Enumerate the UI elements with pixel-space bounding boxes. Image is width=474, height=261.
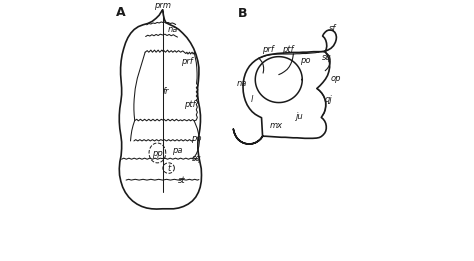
Text: pp: pp (152, 149, 163, 158)
Text: sq: sq (191, 154, 201, 163)
Text: po: po (191, 134, 202, 143)
Text: t: t (167, 164, 170, 173)
Text: po: po (300, 56, 310, 64)
Text: pa: pa (172, 146, 182, 155)
Text: fr: fr (162, 87, 168, 96)
Text: ju: ju (296, 112, 303, 121)
Text: op: op (330, 74, 341, 83)
Text: l: l (250, 95, 253, 104)
Text: ptf: ptf (282, 45, 294, 54)
Text: ptf: ptf (184, 100, 195, 109)
Text: A: A (117, 6, 126, 19)
Text: qj: qj (325, 95, 332, 104)
Text: sf: sf (328, 24, 336, 33)
Text: st: st (178, 176, 186, 185)
Text: B: B (238, 7, 248, 20)
Text: na: na (168, 25, 178, 34)
Text: sq: sq (322, 53, 332, 62)
Text: prf: prf (181, 57, 192, 66)
Text: prf: prf (262, 45, 274, 54)
Text: prm: prm (154, 1, 171, 10)
Text: mx: mx (270, 121, 283, 130)
Text: na: na (237, 79, 247, 88)
